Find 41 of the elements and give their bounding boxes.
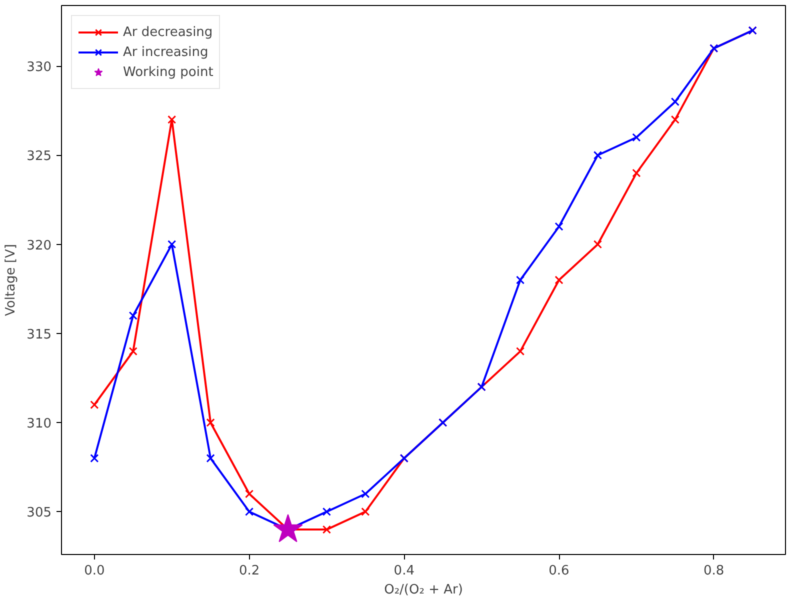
point xyxy=(244,490,254,498)
point xyxy=(593,240,602,249)
y-axis-title: Voltage [V] xyxy=(4,244,19,316)
point xyxy=(90,454,99,463)
point xyxy=(168,240,176,249)
point xyxy=(206,454,215,463)
point xyxy=(516,347,525,356)
x-tick-label: 0.2 xyxy=(238,564,260,578)
legend-label: Working point xyxy=(123,64,214,80)
point xyxy=(670,115,680,124)
point xyxy=(632,168,641,178)
legend-label: Ar increasing xyxy=(123,44,208,60)
y-tick-label: 330 xyxy=(26,60,52,76)
point xyxy=(632,133,641,142)
x-axis-title: O₂/(O₂ + Ar) xyxy=(384,582,463,598)
point xyxy=(554,276,564,284)
point xyxy=(128,311,138,320)
y-tick-label: 305 xyxy=(26,506,52,521)
point xyxy=(322,507,331,516)
point xyxy=(273,514,303,542)
point xyxy=(168,115,176,124)
x-tick-label: 0.6 xyxy=(548,564,570,578)
y-tick-label: 320 xyxy=(26,238,52,254)
x-tick-label: 0.4 xyxy=(394,564,414,578)
legend-label: Ar decreasing xyxy=(123,24,213,40)
point xyxy=(90,400,99,410)
point xyxy=(361,507,370,516)
y-tick-label: 315 xyxy=(26,327,52,342)
y-tick-label: 310 xyxy=(26,416,52,432)
y-tick-label: 325 xyxy=(26,149,52,164)
point xyxy=(670,97,680,106)
point xyxy=(554,222,564,231)
point xyxy=(593,150,602,160)
x-tick-label: 0.8 xyxy=(704,564,724,578)
x-tick-label: 0.0 xyxy=(84,564,105,578)
point xyxy=(128,347,138,356)
point xyxy=(516,276,525,284)
point xyxy=(206,418,215,427)
point xyxy=(361,490,370,498)
point xyxy=(322,525,331,534)
point xyxy=(244,507,254,516)
